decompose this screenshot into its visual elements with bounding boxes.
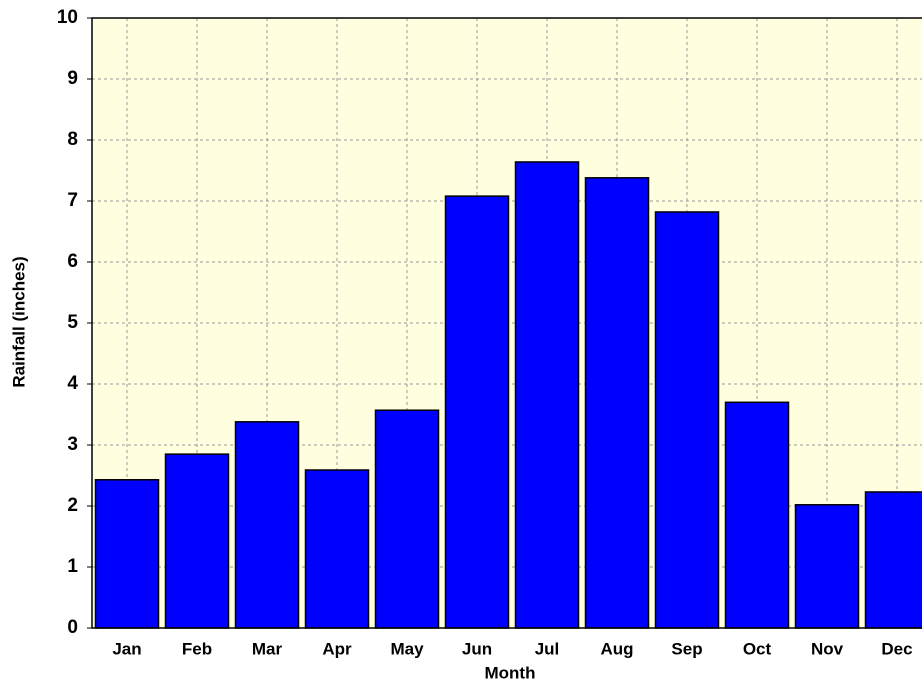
bar [164, 453, 230, 629]
x-tick-label: May [390, 639, 424, 658]
x-tick-label: Feb [182, 639, 212, 658]
x-tick-label: Nov [811, 639, 844, 658]
bar [374, 409, 440, 629]
x-tick-label: Oct [743, 639, 772, 658]
x-tick-label: Jan [112, 639, 141, 658]
y-tick-label: 7 [67, 190, 78, 211]
x-axis-label: Month [485, 663, 536, 682]
y-tick-label: 8 [67, 129, 78, 150]
plot-border [91, 17, 922, 629]
x-tick-label: Aug [600, 639, 633, 658]
bar [864, 491, 922, 629]
y-tick-label: 10 [57, 7, 78, 28]
bar [584, 177, 650, 629]
bar [234, 421, 300, 629]
y-axis-label: Rainfall (inches) [9, 256, 28, 387]
x-tick-label: Apr [322, 639, 352, 658]
bar [724, 401, 790, 629]
y-tick-label: 4 [67, 373, 78, 394]
y-tick-label: 9 [67, 68, 78, 89]
bar [794, 504, 860, 629]
bar [94, 479, 160, 629]
x-tick-label: Jul [535, 639, 560, 658]
x-tick-label: Mar [252, 639, 283, 658]
x-tick-label: Dec [881, 639, 912, 658]
x-tick-label: Sep [671, 639, 702, 658]
y-tick-label: 2 [67, 495, 78, 516]
y-tick-label: 3 [67, 434, 78, 455]
y-tick-label: 5 [67, 312, 78, 333]
bar [654, 211, 720, 629]
bar [514, 161, 580, 629]
y-tick-label: 6 [67, 251, 78, 272]
bar [304, 469, 370, 629]
y-tick-label: 0 [67, 617, 78, 638]
bar [444, 195, 510, 629]
y-tick-label: 1 [67, 556, 78, 577]
x-tick-label: Jun [462, 639, 492, 658]
